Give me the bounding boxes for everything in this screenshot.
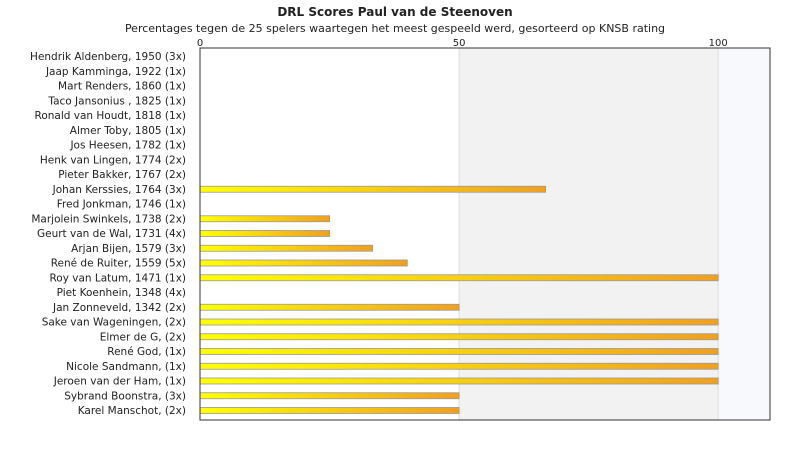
category-label: Henk van Lingen, 1774 (2x) <box>40 154 186 166</box>
category-label: Jeroen van der Ham, (1x) <box>53 376 186 388</box>
bar <box>199 230 330 237</box>
x-tick-label: 50 <box>453 38 466 49</box>
category-label: Jan Zonneveld, 1342 (2x) <box>52 302 186 314</box>
bar <box>199 244 373 252</box>
category-label: Sybrand Boonstra, (3x) <box>64 390 186 402</box>
category-label: Hendrik Aldenberg, 1950 (3x) <box>30 51 186 63</box>
category-label: Almer Toby, 1805 (1x) <box>70 125 186 137</box>
bar <box>199 303 460 311</box>
category-label: Ronald van Houdt, 1818 (1x) <box>35 110 186 122</box>
category-label: Karel Manschot, (2x) <box>78 405 186 417</box>
x-tick-label: 100 <box>709 38 728 49</box>
category-label: René de Ruiter, 1559 (5x) <box>51 258 186 270</box>
bar <box>199 318 719 326</box>
category-label: Fred Jonkman, 1746 (1x) <box>57 199 186 211</box>
bar <box>199 348 719 355</box>
category-label: Elmer de G, (2x) <box>100 331 186 343</box>
category-label: Pieter Bakker, 1767 (2x) <box>58 169 186 181</box>
x-tick-label: 0 <box>197 38 203 49</box>
x-axis-ticks: 0 50 100 <box>197 38 728 49</box>
bar <box>199 274 719 282</box>
plot-band <box>459 48 719 420</box>
category-label: Mart Renders, 1860 (1x) <box>58 81 186 93</box>
chart-title: DRL Scores Paul van de Steenoven <box>277 5 513 19</box>
category-label: René God, (1x) <box>107 346 186 358</box>
category-label: Sake van Wageningen, (2x) <box>42 317 186 329</box>
category-label: Jos Heesen, 1782 (1x) <box>69 140 186 152</box>
category-label: Roy van Latum, 1471 (1x) <box>49 272 186 284</box>
bar <box>199 259 408 267</box>
bar <box>199 362 719 370</box>
category-label: Marjolein Swinkels, 1738 (2x) <box>31 213 186 225</box>
category-labels: Hendrik Aldenberg, 1950 (3x) Jaap Kamming… <box>30 51 186 417</box>
category-label: Taco Jansonius , 1825 (1x) <box>47 95 186 107</box>
category-label: Johan Kerssies, 1764 (3x) <box>52 184 186 196</box>
bar <box>199 215 330 223</box>
bar <box>199 333 719 341</box>
plot-frame <box>199 47 771 421</box>
bars <box>199 185 719 414</box>
category-label: Arjan Bijen, 1579 (3x) <box>71 243 186 255</box>
category-label: Jaap Kamminga, 1922 (1x) <box>45 66 186 78</box>
category-label: Nicole Sandmann, (1x) <box>66 361 186 373</box>
bar <box>199 377 719 385</box>
plot-background <box>200 48 770 420</box>
bar <box>199 392 460 400</box>
bar <box>199 185 547 193</box>
category-label: Piet Koenhein, 1348 (4x) <box>57 287 186 299</box>
chart-subtitle: Percentages tegen de 25 spelers waartege… <box>124 22 666 35</box>
category-label: Geurt van de Wal, 1731 (4x) <box>37 228 186 240</box>
bar <box>199 407 460 414</box>
plot-band <box>718 48 770 420</box>
